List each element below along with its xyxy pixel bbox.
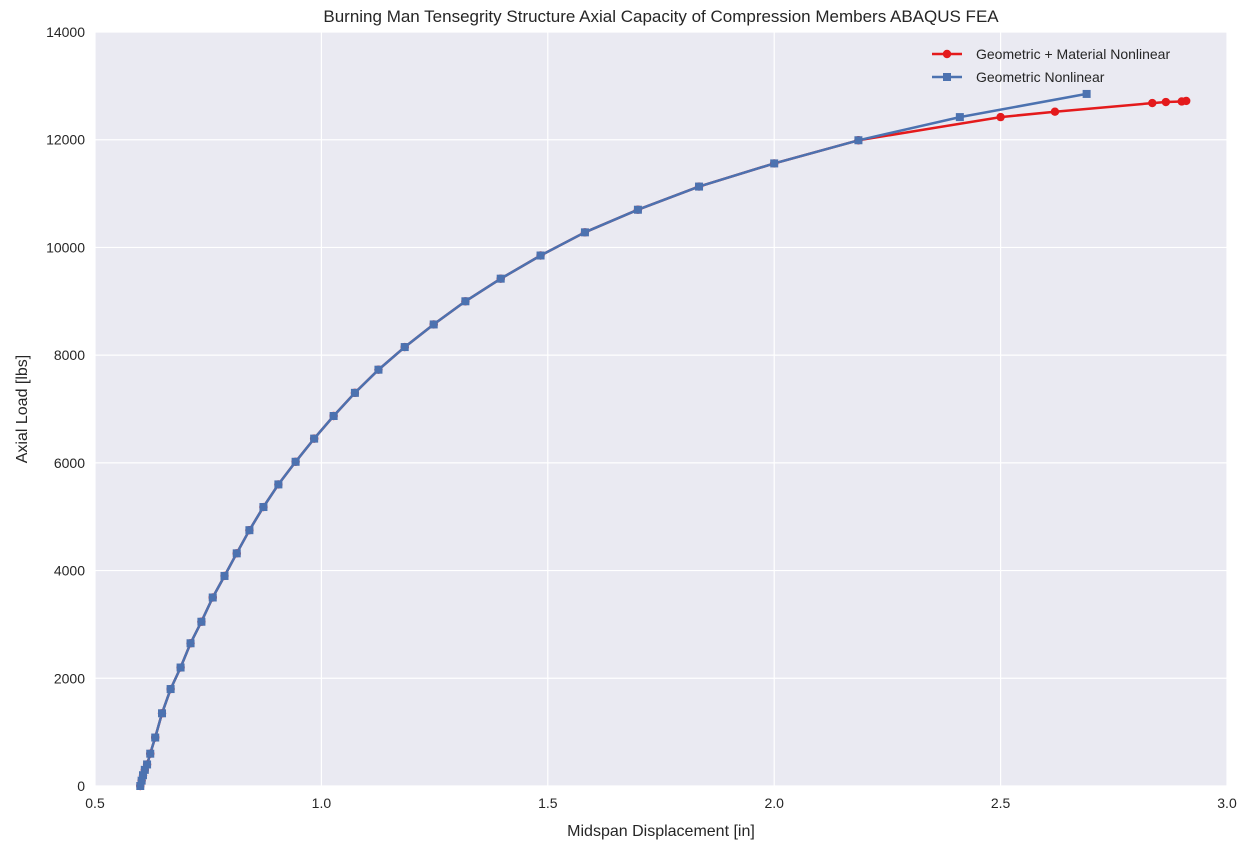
data-point	[580, 228, 589, 237]
y-axis-label: Axial Load [lbs]	[14, 355, 31, 464]
data-point	[137, 776, 146, 785]
data-point	[158, 709, 167, 718]
y-tick-label: 6000	[54, 455, 85, 471]
y-tick-label: 14000	[46, 24, 85, 40]
legend-marker	[943, 73, 951, 81]
data-point	[429, 320, 438, 329]
y-tick-label: 10000	[46, 239, 85, 255]
x-tick-label: 2.5	[991, 795, 1011, 811]
legend-label: Geometric + Material Nonlinear	[976, 46, 1170, 62]
data-point	[146, 749, 155, 758]
data-point	[259, 503, 268, 512]
data-point	[374, 365, 383, 374]
data-point	[770, 159, 779, 168]
data-point	[140, 765, 149, 774]
data-point	[166, 685, 175, 694]
x-tick-label: 2.0	[764, 795, 784, 811]
tick-labels: 0.5 1.0 1.5 2.0 2.5 3.0 0 2000 4000 6000 8000 10000…	[46, 24, 1237, 811]
data-point	[1082, 89, 1091, 98]
data-point	[496, 274, 505, 283]
data-point	[245, 526, 254, 535]
x-tick-label: 1.0	[312, 795, 332, 811]
x-tick-label: 0.5	[85, 795, 105, 811]
data-point	[220, 571, 229, 580]
data-point	[996, 112, 1005, 122]
data-point	[143, 760, 152, 769]
data-point	[176, 663, 185, 672]
y-tick-label: 12000	[46, 132, 85, 148]
x-axis-label: Midspan Displacement [in]	[567, 823, 755, 840]
series-layer	[136, 89, 1191, 791]
x-tick-label: 3.0	[1217, 795, 1237, 811]
data-point	[854, 136, 863, 145]
data-point	[461, 297, 470, 306]
data-point	[633, 205, 642, 214]
data-point	[186, 639, 195, 648]
data-point	[136, 782, 145, 790]
grid	[94, 31, 1228, 787]
data-point	[1050, 107, 1060, 116]
y-tick-label: 2000	[54, 670, 85, 686]
data-point	[1182, 96, 1191, 106]
data-point	[695, 182, 704, 191]
data-point	[400, 343, 409, 352]
data-point	[208, 593, 217, 602]
data-point	[955, 113, 964, 122]
chart-title: Burning Man Tensegrity Structure Axial C…	[323, 7, 999, 26]
legend: Geometric + Material Nonlinear Geometric …	[932, 46, 1170, 85]
plot-area	[95, 32, 1227, 786]
data-point	[197, 617, 206, 626]
y-tick-label: 0	[77, 778, 85, 794]
y-tick-label: 4000	[54, 563, 85, 579]
legend-marker	[942, 49, 952, 59]
y-tick-label: 8000	[54, 347, 85, 363]
data-point	[1161, 97, 1171, 107]
data-point	[151, 733, 160, 742]
data-point	[274, 480, 283, 489]
data-point	[329, 412, 338, 421]
data-point	[310, 434, 319, 443]
data-point	[232, 549, 241, 558]
data-point	[350, 388, 359, 397]
data-point	[536, 251, 545, 260]
x-tick-label: 1.5	[538, 795, 558, 811]
data-point	[291, 457, 300, 466]
data-point	[1148, 98, 1157, 108]
data-point	[138, 771, 147, 780]
legend-label: Geometric Nonlinear	[976, 69, 1105, 85]
